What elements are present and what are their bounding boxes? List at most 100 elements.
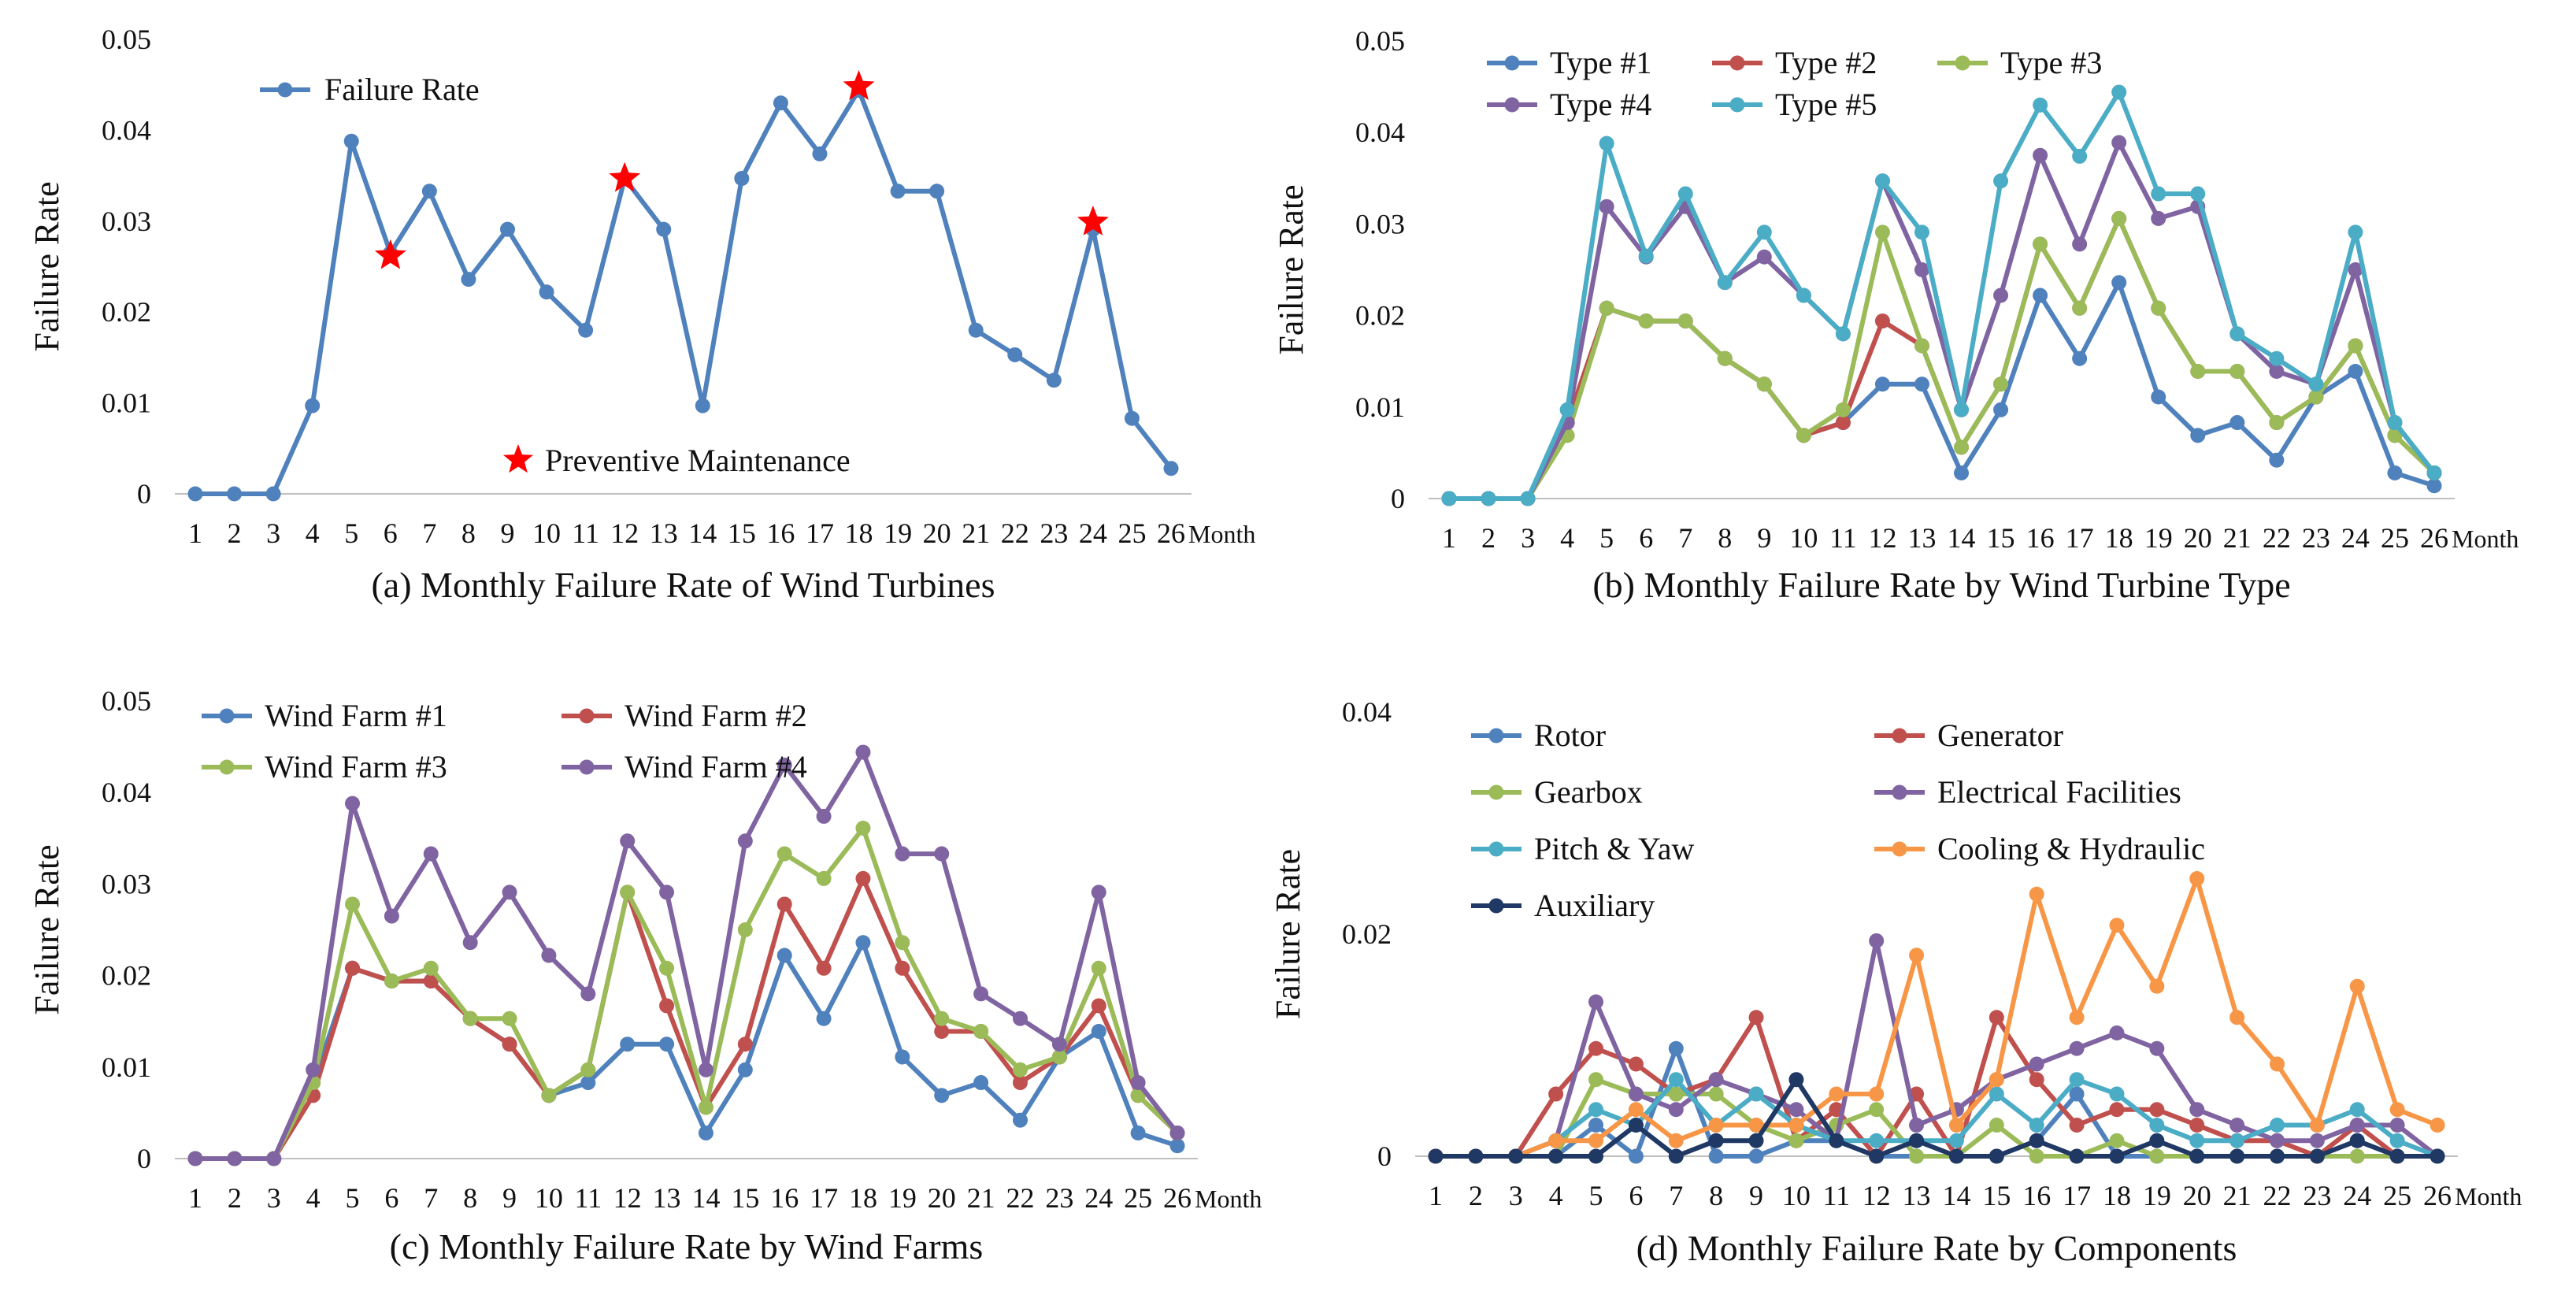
data-point (1599, 135, 1614, 151)
data-point (2033, 236, 2048, 252)
data-point (2309, 1133, 2325, 1148)
x-tick-label: 11 (1822, 1180, 1850, 1211)
x-tick-label: 7 (1669, 1180, 1683, 1211)
x-tick-label: 6 (384, 517, 398, 549)
data-point (2151, 300, 2166, 316)
chart-b: 00.010.020.030.040.051 2 3 4 5 6 7 8 9 10 11 12 13 14… (1272, 25, 2519, 605)
x-tick-label: 19 (888, 1182, 917, 1214)
data-point (1874, 313, 1890, 329)
data-point (1668, 1148, 1684, 1164)
data-point (2029, 886, 2044, 902)
data-point (187, 1151, 203, 1166)
data-point (1796, 428, 1811, 443)
x-tick-label: 5 (344, 517, 358, 549)
x-tick-label: 2 (228, 517, 242, 549)
data-point (895, 935, 910, 951)
data-point (1948, 1148, 1964, 1164)
data-point (578, 322, 594, 338)
y-tick-label: 0.04 (1342, 696, 1392, 728)
data-point (1668, 1133, 1684, 1148)
data-point (1091, 1023, 1106, 1039)
data-point (1588, 1133, 1604, 1148)
data-point (1869, 1133, 1885, 1148)
x-tick-label: 25 (2383, 1180, 2411, 1211)
data-point (1717, 275, 1733, 291)
legend: Wind Farm #1 Wind Farm #2 Wind Farm #3 Wind… (202, 698, 807, 784)
chart-caption: (b) Monthly Failure Rate by Wind Turbine… (1592, 565, 2290, 605)
data-point (1007, 347, 1023, 362)
legend-label: Type #5 (1775, 87, 1877, 122)
data-point (1914, 224, 1929, 240)
data-point (1668, 1086, 1684, 1102)
maintenance-star (843, 70, 875, 100)
x-tick-label: 23 (1040, 517, 1068, 549)
data-point (2033, 97, 2048, 113)
x-tick-label: 12 (613, 1182, 642, 1214)
data-point (580, 986, 596, 1002)
data-point (461, 272, 476, 287)
data-point (855, 935, 871, 951)
x-tick-label: 3 (267, 1182, 281, 1214)
data-point (2072, 236, 2088, 252)
x-tick-label: 21 (967, 1182, 995, 1214)
data-point (2069, 1086, 2085, 1102)
x-tick-label: 1 (188, 1182, 202, 1214)
data-point (659, 960, 675, 976)
data-point (2269, 1118, 2285, 1133)
data-point (2229, 1148, 2245, 1164)
data-point (1012, 1075, 1028, 1091)
data-point (580, 1075, 596, 1091)
data-point (1869, 933, 1885, 948)
x-tick-label: 19 (2143, 1180, 2171, 1211)
data-point (1468, 1148, 1484, 1164)
data-point (306, 1062, 321, 1077)
series-line (195, 876, 1180, 1161)
data-point (2109, 918, 2125, 933)
data-point (2069, 1118, 2085, 1133)
data-point (2190, 186, 2206, 202)
legend-marker (277, 82, 293, 98)
data-point (777, 757, 792, 773)
x-tick-label: 25 (1124, 1182, 1152, 1214)
series-type-5 (1441, 84, 2442, 506)
x-tick-label: 19 (884, 517, 912, 549)
x-tick-label: 10 (532, 517, 561, 549)
data-point (855, 744, 871, 760)
x-tick-label: 24 (2343, 1180, 2371, 1211)
y-tick-label: 0.02 (1355, 300, 1405, 332)
data-point (2189, 1102, 2205, 1118)
data-point (2229, 363, 2245, 379)
data-point (1708, 1118, 1724, 1133)
data-point (929, 184, 945, 199)
data-point (1708, 1086, 1724, 1102)
y-tick-label: 0.05 (102, 24, 151, 55)
data-point (2389, 1133, 2405, 1148)
x-tick-label: 10 (535, 1182, 563, 1214)
data-point (2309, 1148, 2325, 1164)
data-point (2149, 1102, 2165, 1118)
x-tick-label: 26 (1163, 1182, 1192, 1214)
y-tick-label: 0.03 (1355, 208, 1405, 239)
data-point (1599, 300, 1614, 316)
x-tick-label: 6 (384, 1182, 398, 1214)
data-point (2149, 1040, 2165, 1056)
data-point (1993, 173, 2009, 189)
data-point (734, 171, 750, 187)
x-tick-label: 4 (306, 517, 320, 549)
x-tick-label: 4 (1560, 522, 1574, 554)
legend-label: Wind Farm #2 (625, 698, 807, 733)
data-point (2349, 1118, 2365, 1133)
data-point (1874, 224, 1890, 240)
data-point (2269, 452, 2285, 468)
data-point (1835, 326, 1851, 342)
data-point (2069, 1072, 2085, 1088)
data-point (423, 960, 439, 976)
x-tick-label: 20 (2184, 522, 2212, 554)
data-point (773, 95, 788, 111)
data-point (1909, 1133, 1925, 1148)
y-tick-label: 0 (137, 1143, 151, 1174)
data-point (1748, 1133, 1764, 1148)
data-point (462, 1011, 478, 1026)
x-tick-label: 25 (1118, 517, 1146, 549)
data-point (1588, 1072, 1604, 1088)
